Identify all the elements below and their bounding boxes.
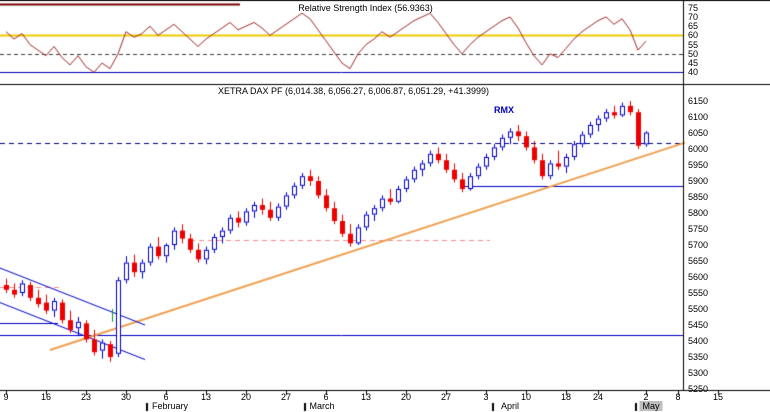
rsi-panel-title: Relative Strength Index (56.9363) bbox=[298, 3, 433, 13]
rmx-annotation: RMX bbox=[494, 105, 514, 116]
price-panel-title: XETRA DAX PF (6,014.38, 6,056.27, 6,006.… bbox=[218, 86, 489, 96]
